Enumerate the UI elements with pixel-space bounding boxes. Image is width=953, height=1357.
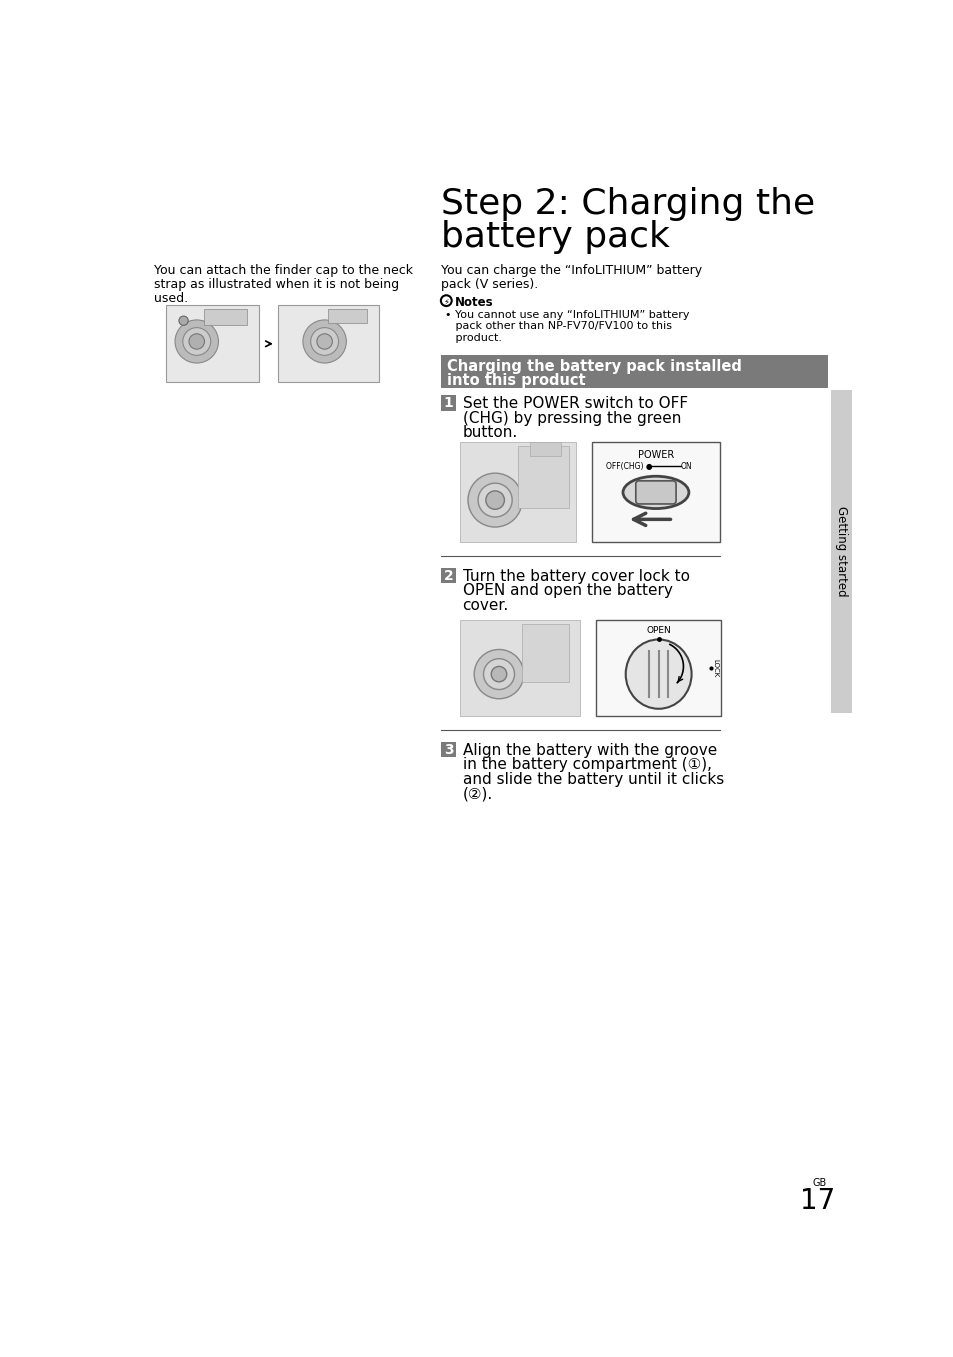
Text: ⚡: ⚡ xyxy=(443,297,449,305)
Circle shape xyxy=(174,320,218,364)
FancyBboxPatch shape xyxy=(204,309,247,324)
Text: 1: 1 xyxy=(443,396,453,410)
Bar xyxy=(440,356,827,388)
Text: You can attach the finder cap to the neck: You can attach the finder cap to the nec… xyxy=(154,265,413,277)
FancyBboxPatch shape xyxy=(459,620,579,716)
Circle shape xyxy=(316,334,332,349)
Circle shape xyxy=(179,316,188,326)
Text: Align the battery with the groove: Align the battery with the groove xyxy=(462,742,716,757)
Text: OFF(CHG) ●: OFF(CHG) ● xyxy=(605,463,652,471)
Text: 17: 17 xyxy=(799,1187,834,1215)
Text: pack (V series).: pack (V series). xyxy=(440,278,537,292)
Text: strap as illustrated when it is not being: strap as illustrated when it is not bein… xyxy=(154,278,399,292)
FancyBboxPatch shape xyxy=(459,442,576,543)
FancyBboxPatch shape xyxy=(517,446,568,508)
Text: OPEN: OPEN xyxy=(645,627,670,635)
Text: battery pack: battery pack xyxy=(440,220,669,254)
Circle shape xyxy=(183,327,211,356)
FancyBboxPatch shape xyxy=(521,624,568,681)
Text: 2: 2 xyxy=(443,569,453,582)
Text: You can charge the “InfoLITHIUM” battery: You can charge the “InfoLITHIUM” battery xyxy=(440,265,701,277)
Text: • You cannot use any “InfoLITHIUM” battery: • You cannot use any “InfoLITHIUM” batte… xyxy=(444,309,688,320)
Text: OPEN and open the battery: OPEN and open the battery xyxy=(462,584,672,598)
Text: used.: used. xyxy=(154,292,188,305)
Text: Notes: Notes xyxy=(455,296,493,309)
Text: cover.: cover. xyxy=(462,598,508,613)
Bar xyxy=(592,442,720,543)
Text: Getting started: Getting started xyxy=(834,506,847,597)
FancyBboxPatch shape xyxy=(530,442,560,456)
Text: (②).: (②). xyxy=(462,787,493,802)
Ellipse shape xyxy=(625,639,691,708)
FancyBboxPatch shape xyxy=(278,305,378,383)
Circle shape xyxy=(474,650,523,699)
Circle shape xyxy=(311,327,338,356)
Text: button.: button. xyxy=(462,425,517,441)
Text: LOCK: LOCK xyxy=(712,660,718,677)
Text: in the battery compartment (①),: in the battery compartment (①), xyxy=(462,757,711,772)
Text: product.: product. xyxy=(444,332,501,343)
Text: Step 2: Charging the: Step 2: Charging the xyxy=(440,187,814,221)
Text: Set the POWER switch to OFF: Set the POWER switch to OFF xyxy=(462,396,687,411)
Text: Turn the battery cover lock to: Turn the battery cover lock to xyxy=(462,569,689,584)
Circle shape xyxy=(491,666,506,681)
Text: (CHG) by pressing the green: (CHG) by pressing the green xyxy=(462,411,680,426)
Text: 3: 3 xyxy=(443,742,453,757)
FancyBboxPatch shape xyxy=(328,309,367,323)
FancyBboxPatch shape xyxy=(635,480,676,503)
Circle shape xyxy=(483,658,514,689)
Text: ON: ON xyxy=(680,463,692,471)
Bar xyxy=(596,620,720,716)
Circle shape xyxy=(485,491,504,509)
Circle shape xyxy=(303,320,346,364)
Circle shape xyxy=(477,483,512,517)
Text: into this product: into this product xyxy=(447,373,585,388)
Circle shape xyxy=(468,474,521,527)
Circle shape xyxy=(189,334,204,349)
Text: pack other than NP-FV70/FV100 to this: pack other than NP-FV70/FV100 to this xyxy=(444,322,671,331)
Bar xyxy=(440,395,456,411)
FancyBboxPatch shape xyxy=(166,305,258,383)
Bar xyxy=(440,742,456,757)
Text: GB: GB xyxy=(812,1178,826,1187)
Bar xyxy=(830,389,852,714)
Text: and slide the battery until it clicks: and slide the battery until it clicks xyxy=(462,772,723,787)
Ellipse shape xyxy=(622,476,688,509)
Bar xyxy=(440,567,456,584)
Text: POWER: POWER xyxy=(638,451,674,460)
Text: Charging the battery pack installed: Charging the battery pack installed xyxy=(447,360,741,375)
